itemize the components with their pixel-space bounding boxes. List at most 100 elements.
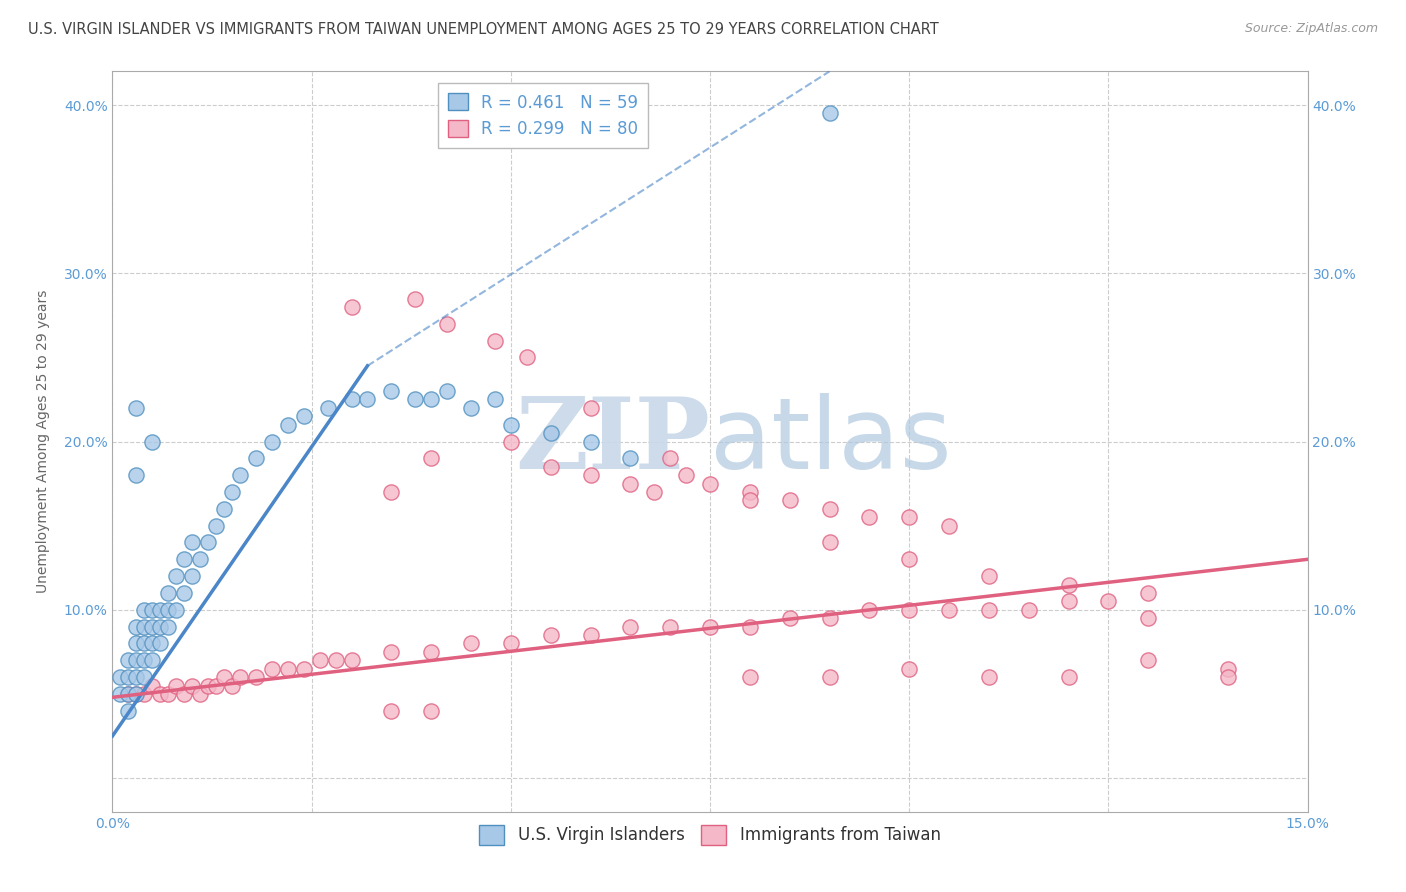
Point xyxy=(404,292,426,306)
Point xyxy=(540,459,562,474)
Point xyxy=(340,653,363,667)
Point xyxy=(173,586,195,600)
Point xyxy=(977,603,1000,617)
Point xyxy=(110,670,132,684)
Point xyxy=(404,392,426,407)
Point xyxy=(134,603,156,617)
Point xyxy=(460,401,482,415)
Point xyxy=(141,653,163,667)
Point xyxy=(643,485,665,500)
Point xyxy=(579,401,602,415)
Point xyxy=(938,518,960,533)
Point xyxy=(420,645,443,659)
Point xyxy=(125,653,148,667)
Point xyxy=(205,518,228,533)
Point xyxy=(149,619,172,633)
Point xyxy=(1057,594,1080,608)
Point xyxy=(229,468,252,483)
Point xyxy=(779,493,801,508)
Point xyxy=(134,636,156,650)
Point xyxy=(340,392,363,407)
Point xyxy=(898,552,921,566)
Point xyxy=(149,687,172,701)
Point xyxy=(738,485,761,500)
Point xyxy=(125,468,148,483)
Point xyxy=(499,417,522,432)
Point xyxy=(188,687,211,701)
Point xyxy=(325,653,347,667)
Point xyxy=(540,628,562,642)
Point xyxy=(117,687,139,701)
Point xyxy=(858,510,880,524)
Point xyxy=(260,662,283,676)
Point xyxy=(1097,594,1119,608)
Point xyxy=(484,334,506,348)
Point xyxy=(858,603,880,617)
Point xyxy=(818,106,841,120)
Point xyxy=(898,510,921,524)
Point xyxy=(818,670,841,684)
Legend: U.S. Virgin Islanders, Immigrants from Taiwan: U.S. Virgin Islanders, Immigrants from T… xyxy=(472,818,948,852)
Point xyxy=(149,603,172,617)
Point xyxy=(659,451,682,466)
Point xyxy=(141,679,163,693)
Point xyxy=(134,687,156,701)
Point xyxy=(117,670,139,684)
Point xyxy=(619,619,641,633)
Point xyxy=(1137,611,1160,625)
Point xyxy=(420,451,443,466)
Point xyxy=(1137,653,1160,667)
Point xyxy=(516,351,538,365)
Point xyxy=(579,434,602,449)
Point xyxy=(540,426,562,441)
Point xyxy=(188,552,211,566)
Point xyxy=(484,392,506,407)
Point xyxy=(125,687,148,701)
Point xyxy=(292,662,315,676)
Point xyxy=(436,317,458,331)
Point xyxy=(738,670,761,684)
Point xyxy=(779,611,801,625)
Point xyxy=(420,392,443,407)
Point xyxy=(499,434,522,449)
Point xyxy=(125,687,148,701)
Point xyxy=(818,535,841,549)
Point xyxy=(173,687,195,701)
Point xyxy=(380,485,402,500)
Point xyxy=(1057,670,1080,684)
Point xyxy=(141,636,163,650)
Point xyxy=(125,636,148,650)
Point xyxy=(308,653,330,667)
Point xyxy=(165,679,187,693)
Point xyxy=(380,645,402,659)
Text: Source: ZipAtlas.com: Source: ZipAtlas.com xyxy=(1244,22,1378,36)
Point xyxy=(141,603,163,617)
Point xyxy=(1216,662,1239,676)
Point xyxy=(125,670,148,684)
Point xyxy=(221,485,243,500)
Point xyxy=(579,468,602,483)
Point xyxy=(277,417,299,432)
Text: atlas: atlas xyxy=(710,393,952,490)
Point xyxy=(181,569,204,583)
Point xyxy=(141,619,163,633)
Point xyxy=(205,679,228,693)
Point xyxy=(460,636,482,650)
Point xyxy=(659,619,682,633)
Point xyxy=(221,679,243,693)
Point xyxy=(1057,577,1080,591)
Point xyxy=(212,670,235,684)
Point xyxy=(117,687,139,701)
Point xyxy=(197,679,219,693)
Point xyxy=(699,619,721,633)
Point xyxy=(149,636,172,650)
Point xyxy=(277,662,299,676)
Point xyxy=(157,687,180,701)
Point xyxy=(229,670,252,684)
Text: ZIP: ZIP xyxy=(515,393,710,490)
Point xyxy=(197,535,219,549)
Point xyxy=(938,603,960,617)
Point xyxy=(738,493,761,508)
Point xyxy=(134,670,156,684)
Point xyxy=(165,603,187,617)
